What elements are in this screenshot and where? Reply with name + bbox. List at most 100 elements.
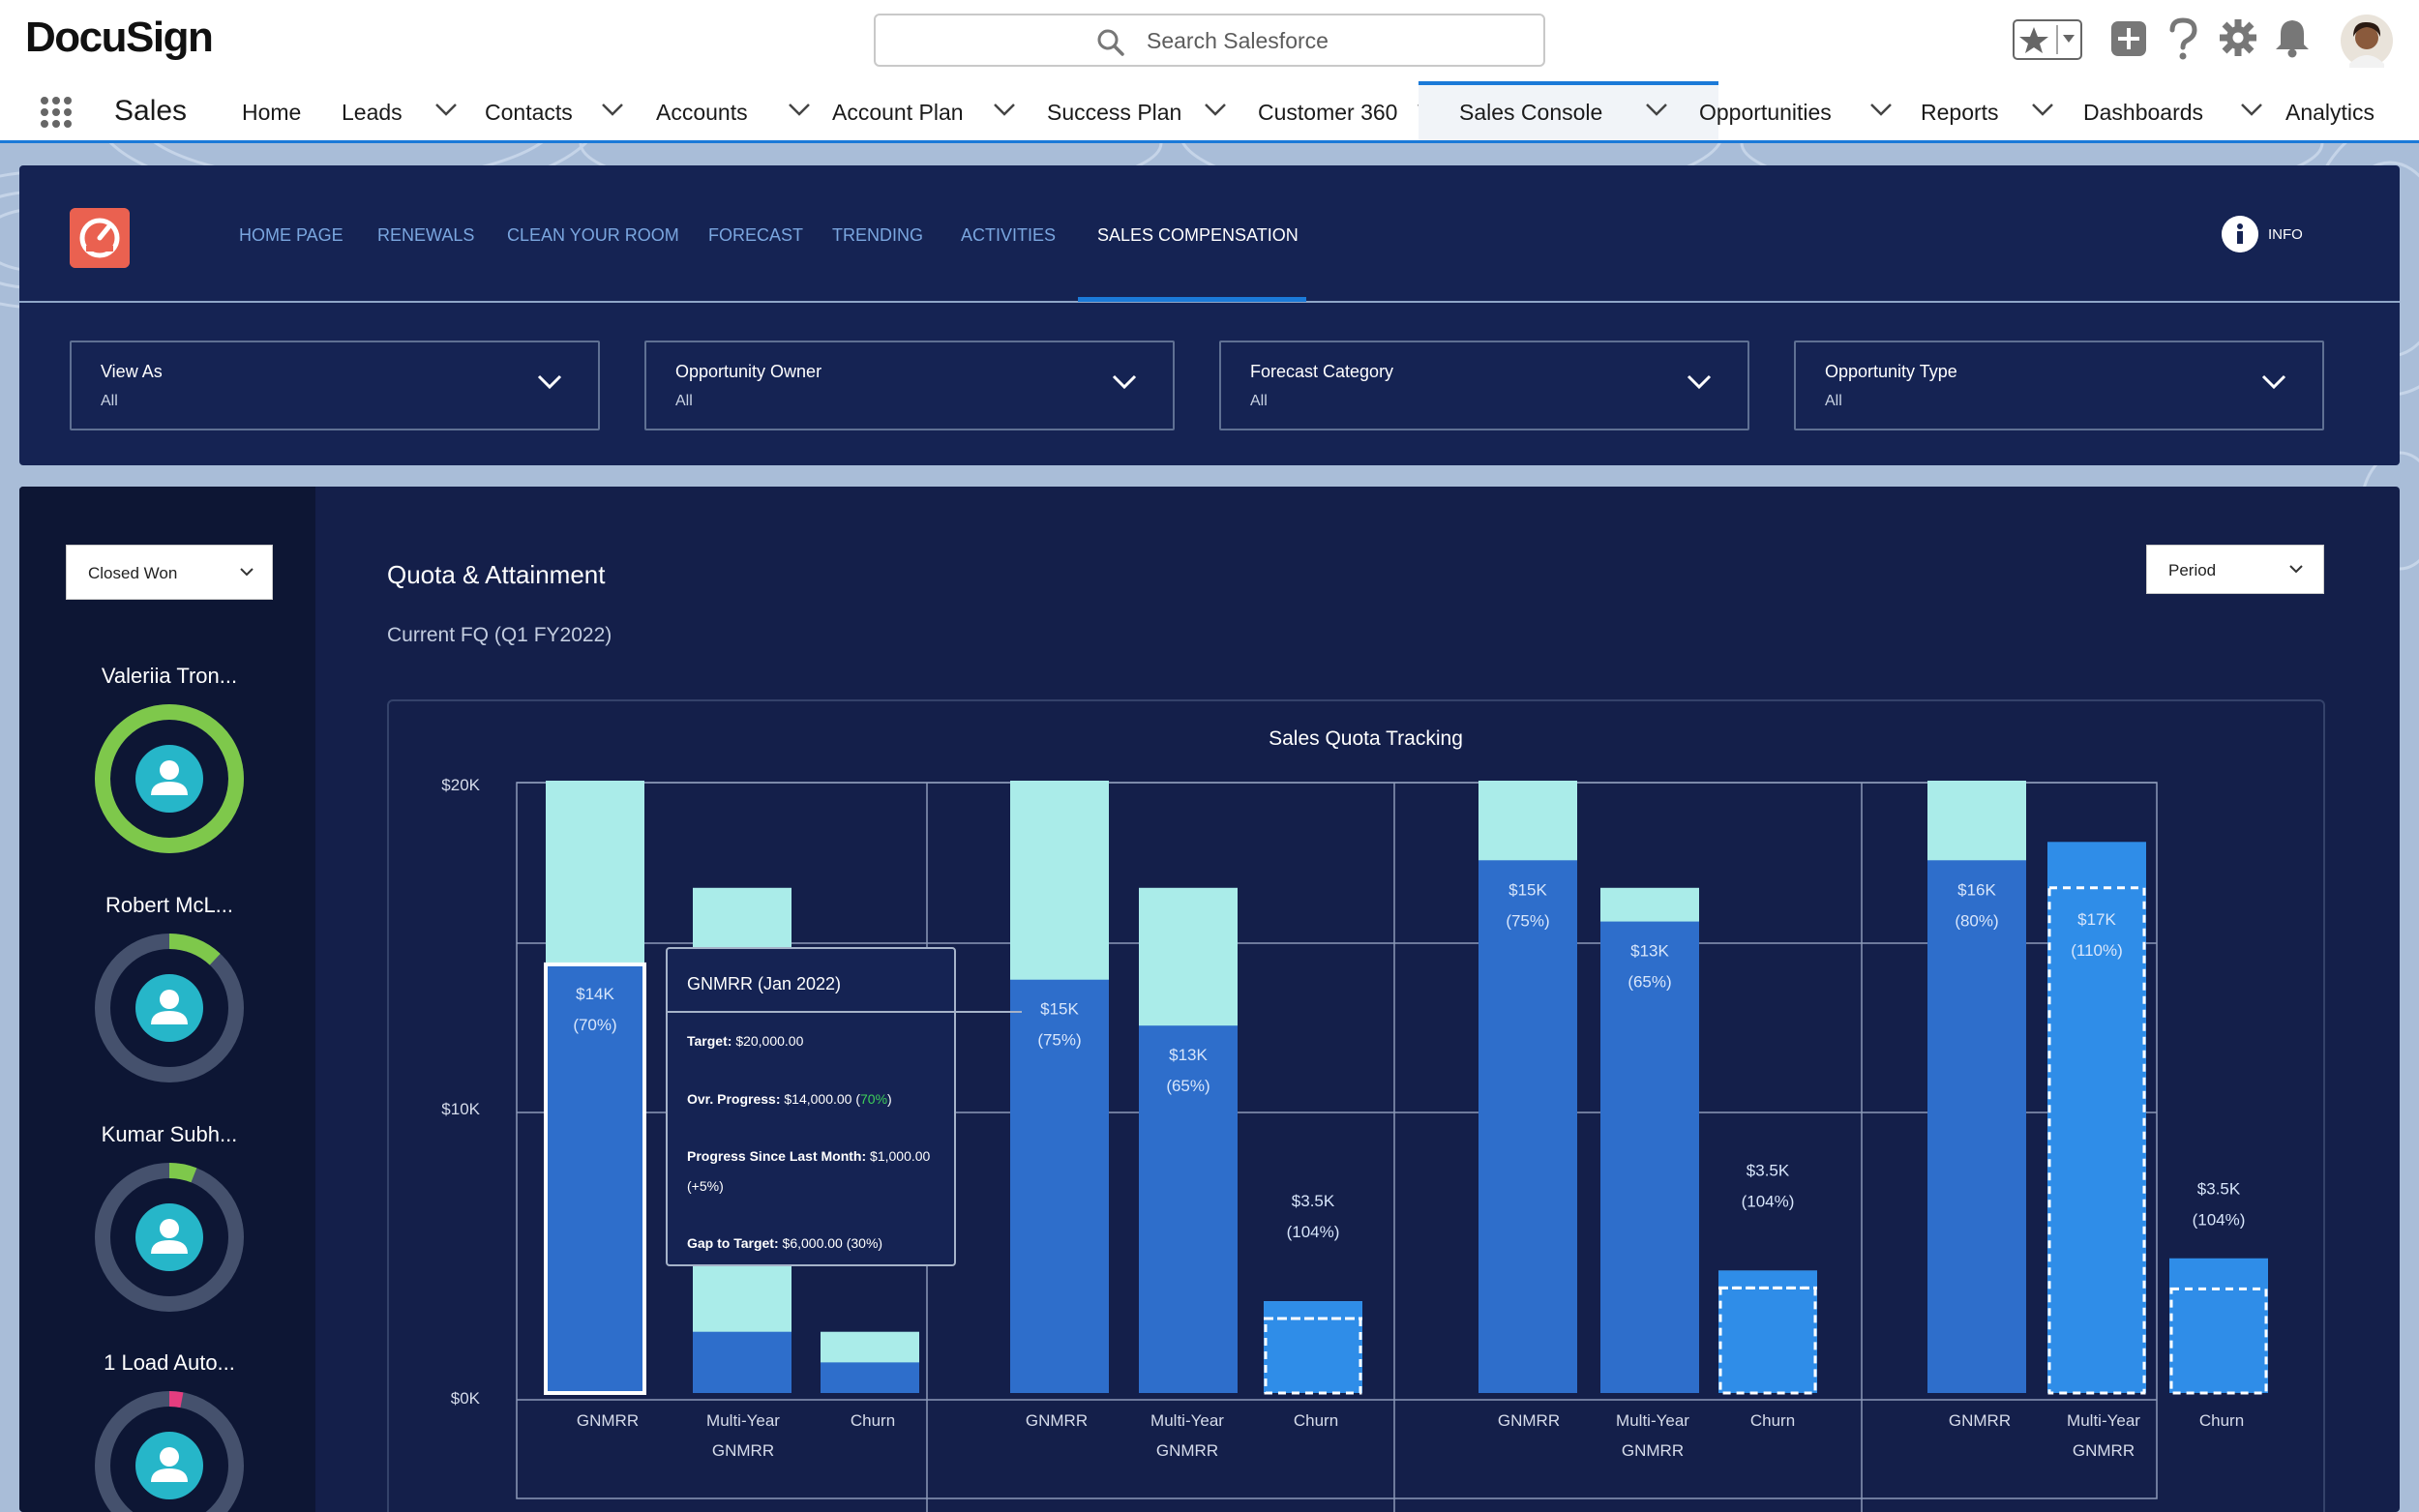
bar-mar-2022-gnmrr[interactable]: $15K (75%) — [1478, 781, 1577, 1393]
subnav-tab-sales-compensation[interactable]: SALES COMPENSATION — [1097, 225, 1299, 245]
bar-percent-label: (70%) — [573, 1016, 616, 1034]
bar-percent-label: (65%) — [1628, 973, 1671, 992]
chevron-down-icon[interactable] — [993, 103, 1016, 116]
rep-card[interactable]: 1 Load Auto... — [56, 1350, 283, 1512]
bar-value-label: $3.5K — [1292, 1192, 1335, 1210]
chevron-down-icon[interactable] — [788, 103, 811, 116]
nav-item-accounts[interactable]: Accounts — [656, 81, 821, 140]
bar-mar-2022-multi-year-gnmrr[interactable]: $13K (65%) — [1600, 887, 1699, 1393]
filter-opportunity-owner[interactable]: Opportunity Owner All — [644, 341, 1175, 430]
progress-arc — [95, 1163, 244, 1312]
help-icon[interactable] — [2165, 17, 2200, 60]
bar-feb-2022-churn[interactable]: $3.5K (104%) — [1264, 1192, 1362, 1395]
user-avatar[interactable] — [2340, 14, 2394, 68]
rep-card[interactable]: Valeriia Tron... — [56, 664, 283, 857]
bar-percent-label: (65%) — [1166, 1077, 1210, 1095]
rep-progress-ring — [95, 704, 244, 853]
rep-progress-ring — [95, 934, 244, 1082]
tooltip-progress: Ovr. Progress: $14,000.00 (70%) — [687, 1091, 892, 1107]
stage-dropdown-value: Closed Won — [88, 564, 178, 582]
filter-forecast-category[interactable]: Forecast Category All — [1219, 341, 1749, 430]
bar-jan-2022-churn[interactable] — [821, 1331, 919, 1393]
subnav-tab-trending[interactable]: TRENDING — [832, 225, 923, 245]
user-icon — [135, 745, 203, 813]
subnav-tab-clean-your-room[interactable]: CLEAN YOUR ROOM — [507, 225, 679, 245]
chevron-down-icon[interactable] — [2240, 103, 2263, 116]
progress-bar[interactable] — [546, 964, 644, 1393]
nav-item-reports[interactable]: Reports — [1921, 81, 2064, 140]
bar-apr-2022-multi-year-gnmrr[interactable]: $17K (110%) — [2047, 842, 2146, 1395]
progress-bar[interactable] — [2169, 1258, 2268, 1393]
nav-item-dashboards[interactable]: Dashboards — [2083, 81, 2273, 140]
chevron-down-icon[interactable] — [1204, 103, 1227, 116]
bar-feb-2022-multi-year-gnmrr[interactable]: $13K (65%) — [1139, 887, 1238, 1393]
settings-gear-icon[interactable] — [2219, 18, 2257, 57]
subnav-active-indicator — [1078, 297, 1306, 302]
user-icon — [135, 974, 203, 1042]
x-category-label: GNMRR — [1026, 1411, 1088, 1430]
nav-item-analytics[interactable]: Analytics — [2285, 81, 2382, 140]
bar-jan-2022-gnmrr[interactable]: $14K (70%) — [544, 781, 646, 1395]
bar-apr-2022-gnmrr[interactable]: $16K (80%) — [1927, 781, 2026, 1393]
chevron-down-icon[interactable] — [601, 103, 624, 116]
bar-apr-2022-churn[interactable]: $3.5K (104%) — [2169, 1179, 2268, 1395]
chevron-down-icon[interactable] — [1645, 103, 1668, 116]
favorites-icon[interactable] — [2013, 19, 2082, 60]
nav-item-label: Home — [242, 100, 302, 125]
rep-card[interactable]: Kumar Subh... — [56, 1122, 283, 1316]
add-icon[interactable] — [2109, 19, 2148, 58]
subnav-tab-renewals[interactable]: RENEWALS — [377, 225, 475, 245]
subnav-tab-forecast[interactable]: FORECAST — [708, 225, 804, 245]
nav-item-label: Reports — [1921, 100, 1999, 125]
bar-feb-2022-gnmrr[interactable]: $15K (75%) — [1010, 781, 1109, 1393]
progress-bar[interactable] — [2047, 842, 2146, 1393]
nav-item-label: Accounts — [656, 100, 748, 125]
x-category-label: Multi-Year GNMRR — [2067, 1411, 2140, 1460]
x-category-label: Multi-Year GNMRR — [1150, 1411, 1224, 1460]
progress-bar[interactable] — [1478, 860, 1577, 1393]
rep-name: Robert McL... — [105, 893, 234, 917]
target-outline — [2047, 886, 2146, 1395]
nav-item-label: Dashboards — [2083, 100, 2204, 125]
chevron-down-icon — [537, 374, 562, 390]
progress-bar[interactable] — [1139, 1025, 1238, 1393]
progress-bar[interactable] — [821, 1362, 919, 1393]
top-bar: DocuSign Search Salesforce — [0, 0, 2419, 81]
chevron-down-icon[interactable] — [434, 103, 458, 116]
subnav-tab-home-page[interactable]: HOME PAGE — [239, 225, 343, 245]
nav-item-opportunities[interactable]: Opportunities — [1699, 81, 1902, 140]
nav-item-leads[interactable]: Leads — [342, 81, 467, 140]
nav-item-account-plan[interactable]: Account Plan — [832, 81, 1026, 140]
chart-title: Sales Quota Tracking — [1269, 727, 1463, 750]
notifications-bell-icon[interactable] — [2274, 17, 2311, 58]
filter-view-as[interactable]: View As All — [70, 341, 600, 430]
bar-value-label: $3.5K — [1747, 1161, 1790, 1179]
period-dropdown[interactable]: Period — [2146, 545, 2324, 594]
progress-bar[interactable] — [693, 1331, 791, 1393]
rep-card[interactable]: Robert McL... — [56, 893, 283, 1086]
nav-item-home[interactable]: Home — [242, 81, 310, 140]
filter-opportunity-type[interactable]: Opportunity Type All — [1794, 341, 2324, 430]
nav-item-success-plan[interactable]: Success Plan — [1047, 81, 1237, 140]
tooltip-title: GNMRR (Jan 2022) — [687, 974, 842, 993]
progress-bar[interactable] — [1264, 1301, 1362, 1393]
y-tick-label: $20K — [441, 776, 480, 794]
nav-item-sales-console[interactable]: Sales Console — [1419, 81, 1718, 140]
progress-bar[interactable] — [1718, 1270, 1817, 1393]
nav-item-contacts[interactable]: Contacts — [485, 81, 634, 140]
period-dropdown-value: Period — [2168, 561, 2217, 579]
bar-mar-2022-churn[interactable]: $3.5K (104%) — [1718, 1161, 1817, 1395]
bar-value-label: $13K — [1169, 1046, 1208, 1064]
filter-label: Opportunity Owner — [675, 362, 822, 381]
chevron-down-icon[interactable] — [2031, 103, 2054, 116]
progress-bar[interactable] — [1927, 860, 2026, 1393]
app-logo-gauge-icon — [70, 208, 130, 268]
progress-bar[interactable] — [1010, 979, 1109, 1393]
app-launcher-icon[interactable] — [39, 95, 74, 130]
stage-dropdown[interactable]: Closed Won — [66, 545, 273, 600]
bar-percent-label: (104%) — [2193, 1210, 2246, 1229]
subnav-tab-activities[interactable]: ACTIVITIES — [961, 225, 1057, 245]
search-input[interactable]: Search Salesforce — [874, 14, 1545, 67]
progress-bar[interactable] — [1600, 921, 1699, 1393]
chevron-down-icon[interactable] — [1869, 103, 1893, 116]
